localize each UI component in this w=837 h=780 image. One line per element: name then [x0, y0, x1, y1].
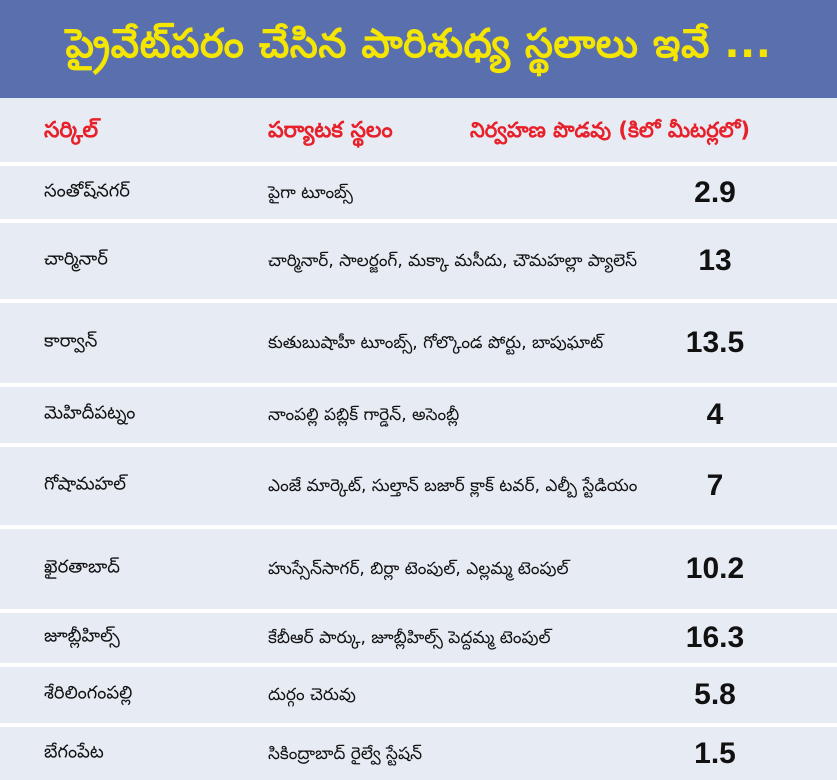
row-circle: కార్వాన్	[44, 330, 98, 352]
row-place: ఎంజే మార్కెట్, సుల్తాన్ బజార్ క్లాక్ టవర…	[268, 476, 638, 496]
row-place: దుర్గం చెరువు	[268, 685, 356, 705]
row-circle: బేగంపేట	[44, 741, 104, 762]
row-place: సికింద్రాబాద్ రైల్వే స్టేషన్	[268, 743, 423, 764]
row-length: 13	[698, 244, 732, 277]
row-length: 2.9	[694, 175, 736, 209]
header-length: నిర్వహణ పొడవు (కిలో మీటర్లలో)	[470, 118, 750, 142]
row-length: 13.5	[685, 326, 745, 359]
table-header: సర్కిల్ పర్యాటక స్థలం నిర్వహణ పొడవు (కిల…	[0, 100, 837, 162]
header-place: పర్యాటక స్థలం	[268, 118, 393, 143]
row-length: 7	[706, 469, 724, 502]
row-length: 4	[706, 398, 724, 431]
table-row: చార్మినార్ చార్మినార్, సాలర్జంగ్, మక్కా …	[0, 219, 837, 299]
row-circle: సంతోష్‌నగర్	[44, 180, 130, 201]
row-place: కుతుబుషాహీ టూంబ్స్, గోల్కొండ పోర్టు, బాప…	[268, 333, 604, 353]
row-place: చార్మినార్, సాలర్జంగ్, మక్కా మసీదు, చౌమహ…	[268, 251, 638, 271]
table-row: గోషామహల్ ఎంజే మార్కెట్, సుల్తాన్ బజార్ క…	[0, 443, 837, 525]
table-row: శేరిలింగంపల్లి దుర్గం చెరువు 5.8	[0, 663, 837, 723]
row-length: 1.5	[694, 736, 736, 770]
row-circle: గోషామహల్	[44, 473, 127, 495]
header-circle: సర్కిల్	[44, 118, 99, 143]
table-row: సంతోష్‌నగర్ పైగా టూంబ్స్ 2.9	[0, 162, 837, 219]
row-circle: జూబ్లీహిల్స్	[44, 625, 120, 647]
title-bar: ప్రైవేట్‌పరం చేసిన పారిశుధ్య స్థలాలు ఇవే…	[0, 0, 837, 98]
row-circle: శేరిలింగంపల్లి	[44, 682, 133, 704]
table-row: ఖైరతాబాద్ హుస్సేన్‌సాగర్, బిర్లా టెంపుల్…	[0, 525, 837, 609]
table-row: బేగంపేట సికింద్రాబాద్ రైల్వే స్టేషన్ 1.5	[0, 723, 837, 780]
row-place: పైగా టూంబ్స్	[268, 182, 353, 203]
table-row: జూబ్లీహిల్స్ కేబీఆర్ పార్కు, జూబ్లీహిల్స…	[0, 609, 837, 663]
row-place: కేబీఆర్ పార్కు, జూబ్లీహిల్స్ పెద్దమ్మ టె…	[268, 628, 551, 648]
page-title: ప్రైవేట్‌పరం చేసిన పారిశుధ్య స్థలాలు ఇవే…	[65, 21, 772, 67]
row-place: హుస్సేన్‌సాగర్, బిర్లా టెంపుల్, ఎల్లమ్మ …	[268, 559, 569, 579]
table-body: సంతోష్‌నగర్ పైగా టూంబ్స్ 2.9 చార్మినార్ …	[0, 162, 837, 780]
row-length: 10.2	[685, 552, 745, 585]
table-row: మెహిదీపట్నం నాంపల్లి పబ్లిక్ గార్డెన్, అ…	[0, 383, 837, 443]
row-length: 16.3	[685, 621, 745, 654]
table-row: కార్వాన్ కుతుబుషాహీ టూంబ్స్, గోల్కొండ పో…	[0, 299, 837, 383]
row-circle: మెహిదీపట్నం	[44, 402, 136, 424]
row-circle: చార్మినార్	[44, 248, 108, 270]
row-circle: ఖైరతాబాద్	[44, 556, 120, 578]
row-place: నాంపల్లి పబ్లిక్ గార్డెన్, అసెంబ్లీ	[268, 405, 460, 425]
row-length: 5.8	[694, 678, 736, 711]
